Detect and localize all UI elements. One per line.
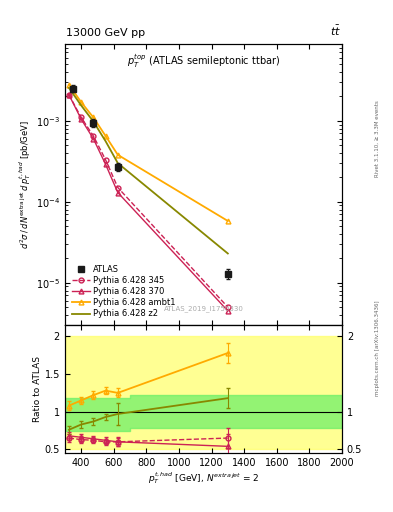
Text: mcplots.cern.ch [arXiv:1306.3436]: mcplots.cern.ch [arXiv:1306.3436] <box>375 301 380 396</box>
Text: Rivet 3.1.10, ≥ 3.3M events: Rivet 3.1.10, ≥ 3.3M events <box>375 100 380 177</box>
Legend: ATLAS, Pythia 6.428 345, Pythia 6.428 370, Pythia 6.428 ambt1, Pythia 6.428 z2: ATLAS, Pythia 6.428 345, Pythia 6.428 37… <box>69 263 178 321</box>
Text: $p_T^{top}$ (ATLAS semileptonic ttbar): $p_T^{top}$ (ATLAS semileptonic ttbar) <box>127 52 280 70</box>
Text: ATLAS_2019_I1750330: ATLAS_2019_I1750330 <box>163 305 243 312</box>
Text: $t\bar{t}$: $t\bar{t}$ <box>330 24 341 38</box>
X-axis label: $p_T^{t,had}$ [GeV], $N^{extra\,jet}$ = 2: $p_T^{t,had}$ [GeV], $N^{extra\,jet}$ = … <box>148 471 259 486</box>
Text: 13000 GeV pp: 13000 GeV pp <box>66 28 145 38</box>
Y-axis label: Ratio to ATLAS: Ratio to ATLAS <box>33 356 42 422</box>
Y-axis label: $d^2\sigma\,/\,dN^{\rm extra\,jet}\,d\,p_T^{t,had}$ [pb/GeV]: $d^2\sigma\,/\,dN^{\rm extra\,jet}\,d\,p… <box>17 120 33 249</box>
